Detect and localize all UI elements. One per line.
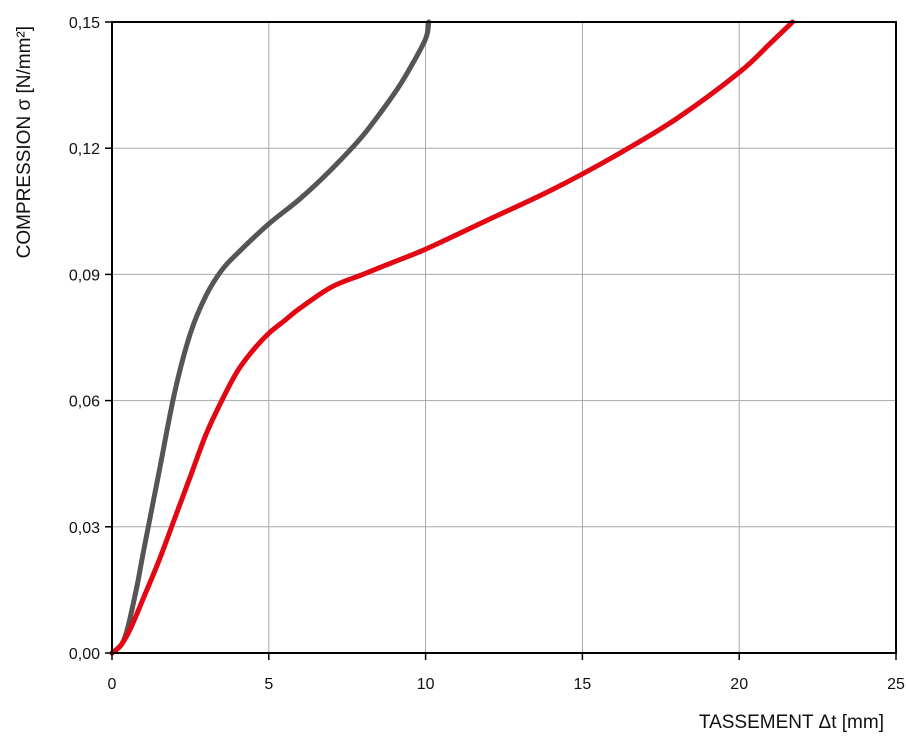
- y-tick-label: 0,03: [69, 520, 100, 537]
- x-tick-label: 15: [574, 676, 592, 693]
- y-tick-label: 0,09: [69, 267, 100, 284]
- x-tick-label: 10: [417, 676, 435, 693]
- x-tick-label: 0: [108, 676, 117, 693]
- x-axis-title: TASSEMENT Δt [mm]: [699, 712, 884, 733]
- tick-labels: 0 5 10 15 20 25 0,00 0,03 0,06 0,09 0,12 0,15: [69, 15, 905, 693]
- x-tick-label: 5: [264, 676, 273, 693]
- series-line-1: [109, 19, 432, 656]
- grid: [112, 22, 896, 653]
- y-tick-label: 0,06: [69, 394, 100, 411]
- plot-frame: [111, 21, 897, 654]
- y-tick-label: 0,00: [69, 646, 100, 663]
- x-tick-label: 20: [730, 676, 748, 693]
- y-tick-label: 0,12: [69, 141, 100, 158]
- x-tick-label: 25: [887, 676, 905, 693]
- y-axis-title: COMPRESSION σ [N/mm²]: [14, 26, 35, 258]
- y-tick-label: 0,15: [69, 15, 100, 32]
- series-line-2: [109, 19, 796, 656]
- series-group: [109, 19, 796, 656]
